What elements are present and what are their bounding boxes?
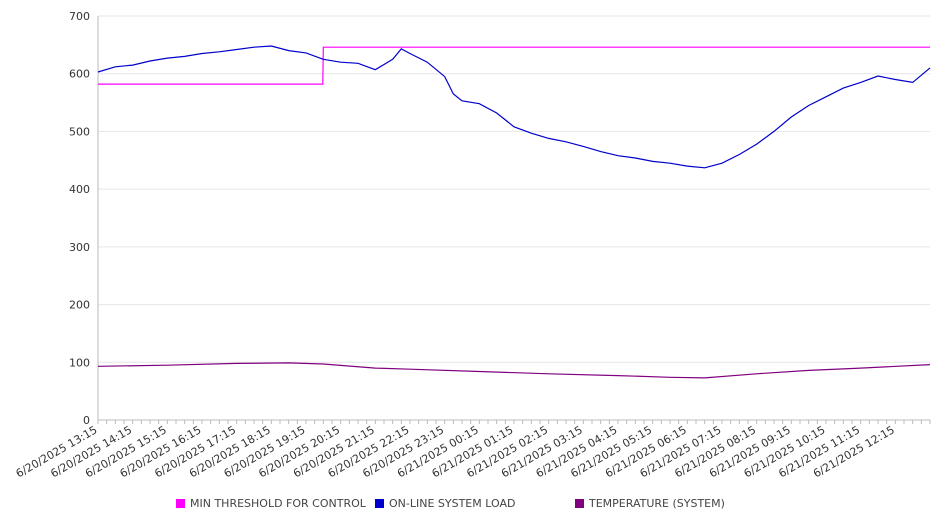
y-axis: 0 100 200 300 400 500 600 700 [69,10,99,427]
y-tick-label: 200 [69,299,90,312]
legend-item-min-threshold[interactable]: MIN THRESHOLD FOR CONTROL [176,497,366,510]
legend-item-system-load[interactable]: ON-LINE SYSTEM LOAD [375,497,515,510]
legend-item-temperature[interactable]: TEMPERATURE (SYSTEM) [575,497,725,510]
y-tick-label: 100 [69,356,90,369]
x-axis: 6/20/2025 13:156/20/2025 14:156/20/2025 … [14,420,931,480]
y-tick-label: 300 [69,241,90,254]
legend-swatch-min-threshold [176,499,185,508]
legend: MIN THRESHOLD FOR CONTROL ON-LINE SYSTEM… [0,497,946,515]
series-line-0 [98,46,930,85]
y-tick-label: 400 [69,183,90,196]
legend-swatch-system-load [375,499,384,508]
series-lines [97,45,931,379]
y-tick-label: 700 [69,10,90,23]
series-line-1 [97,45,931,169]
y-tick-label: 500 [69,125,90,138]
legend-label-min-threshold: MIN THRESHOLD FOR CONTROL [190,497,366,510]
y-tick-label: 600 [69,68,90,81]
legend-label-temperature: TEMPERATURE (SYSTEM) [589,497,725,510]
series-line-2 [97,362,931,379]
y-tick-label: 0 [83,414,90,427]
gridlines [98,15,930,421]
legend-swatch-temperature [575,499,584,508]
legend-label-system-load: ON-LINE SYSTEM LOAD [389,497,516,510]
